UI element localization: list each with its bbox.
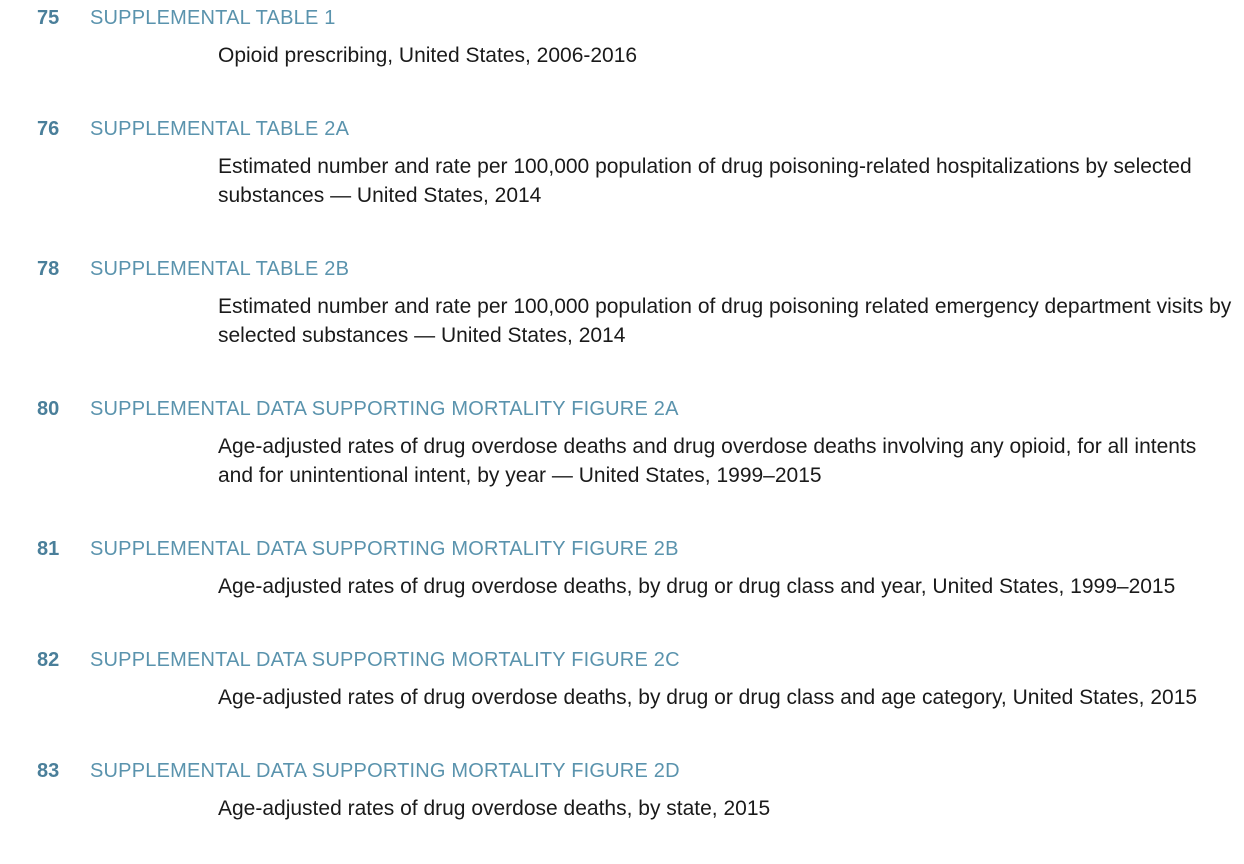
entry-heading: 83 SUPPLEMENTAL DATA SUPPORTING MORTALITY… <box>0 753 1244 789</box>
entry-title: SUPPLEMENTAL TABLE 1 <box>90 6 336 29</box>
entry-description: Opioid prescribing, United States, 2006-… <box>218 44 638 67</box>
page-number: 81 <box>37 537 60 560</box>
entry-description: Age-adjusted rates of drug overdose deat… <box>218 575 1176 598</box>
page-number: 82 <box>37 648 60 671</box>
entry-heading: 80 SUPPLEMENTAL DATA SUPPORTING MORTALITY… <box>0 391 1244 427</box>
entry-heading: 75 SUPPLEMENTAL TABLE 1 <box>0 0 1244 36</box>
entry-description: Age-adjusted rates of drug overdose deat… <box>218 686 1198 709</box>
entry-heading: 82 SUPPLEMENTAL DATA SUPPORTING MORTALITY… <box>0 642 1244 678</box>
toc-entry: 78 SUPPLEMENTAL TABLE 2B Estimated number … <box>0 251 1244 350</box>
entry-title: SUPPLEMENTAL TABLE 2B <box>90 257 350 280</box>
entry-heading: 81 SUPPLEMENTAL DATA SUPPORTING MORTALITY… <box>0 531 1244 567</box>
toc-entry: 82 SUPPLEMENTAL DATA SUPPORTING MORTALITY… <box>0 642 1244 712</box>
entry-description: Age-adjusted rates of drug overdose deat… <box>218 435 1197 487</box>
entry-description: Estimated number and rate per 100,000 po… <box>218 295 1232 347</box>
table-of-contents: 75 SUPPLEMENTAL TABLE 1 Opioid prescribing… <box>0 0 1244 823</box>
page-number: 76 <box>37 117 60 140</box>
entry-heading: 78 SUPPLEMENTAL TABLE 2B <box>0 251 1244 287</box>
entry-title: SUPPLEMENTAL DATA SUPPORTING MORTALITY F… <box>90 537 679 560</box>
page-number: 78 <box>37 257 60 280</box>
toc-entry: 80 SUPPLEMENTAL DATA SUPPORTING MORTALITY… <box>0 391 1244 490</box>
entry-title: SUPPLEMENTAL TABLE 2A <box>90 117 350 140</box>
page-number: 83 <box>37 759 60 782</box>
entry-description: Age-adjusted rates of drug overdose deat… <box>218 797 771 820</box>
page-number: 80 <box>37 397 60 420</box>
toc-entry: 83 SUPPLEMENTAL DATA SUPPORTING MORTALITY… <box>0 753 1244 823</box>
entry-title: SUPPLEMENTAL DATA SUPPORTING MORTALITY F… <box>90 648 680 671</box>
entry-heading: 76 SUPPLEMENTAL TABLE 2A <box>0 111 1244 147</box>
toc-entry: 76 SUPPLEMENTAL TABLE 2A Estimated number … <box>0 111 1244 210</box>
entry-title: SUPPLEMENTAL DATA SUPPORTING MORTALITY F… <box>90 397 679 420</box>
toc-entry: 75 SUPPLEMENTAL TABLE 1 Opioid prescribing… <box>0 0 1244 70</box>
toc-entry: 81 SUPPLEMENTAL DATA SUPPORTING MORTALITY… <box>0 531 1244 601</box>
page-number: 75 <box>37 6 60 29</box>
entry-title: SUPPLEMENTAL DATA SUPPORTING MORTALITY F… <box>90 759 680 782</box>
entry-description: Estimated number and rate per 100,000 po… <box>218 155 1192 207</box>
